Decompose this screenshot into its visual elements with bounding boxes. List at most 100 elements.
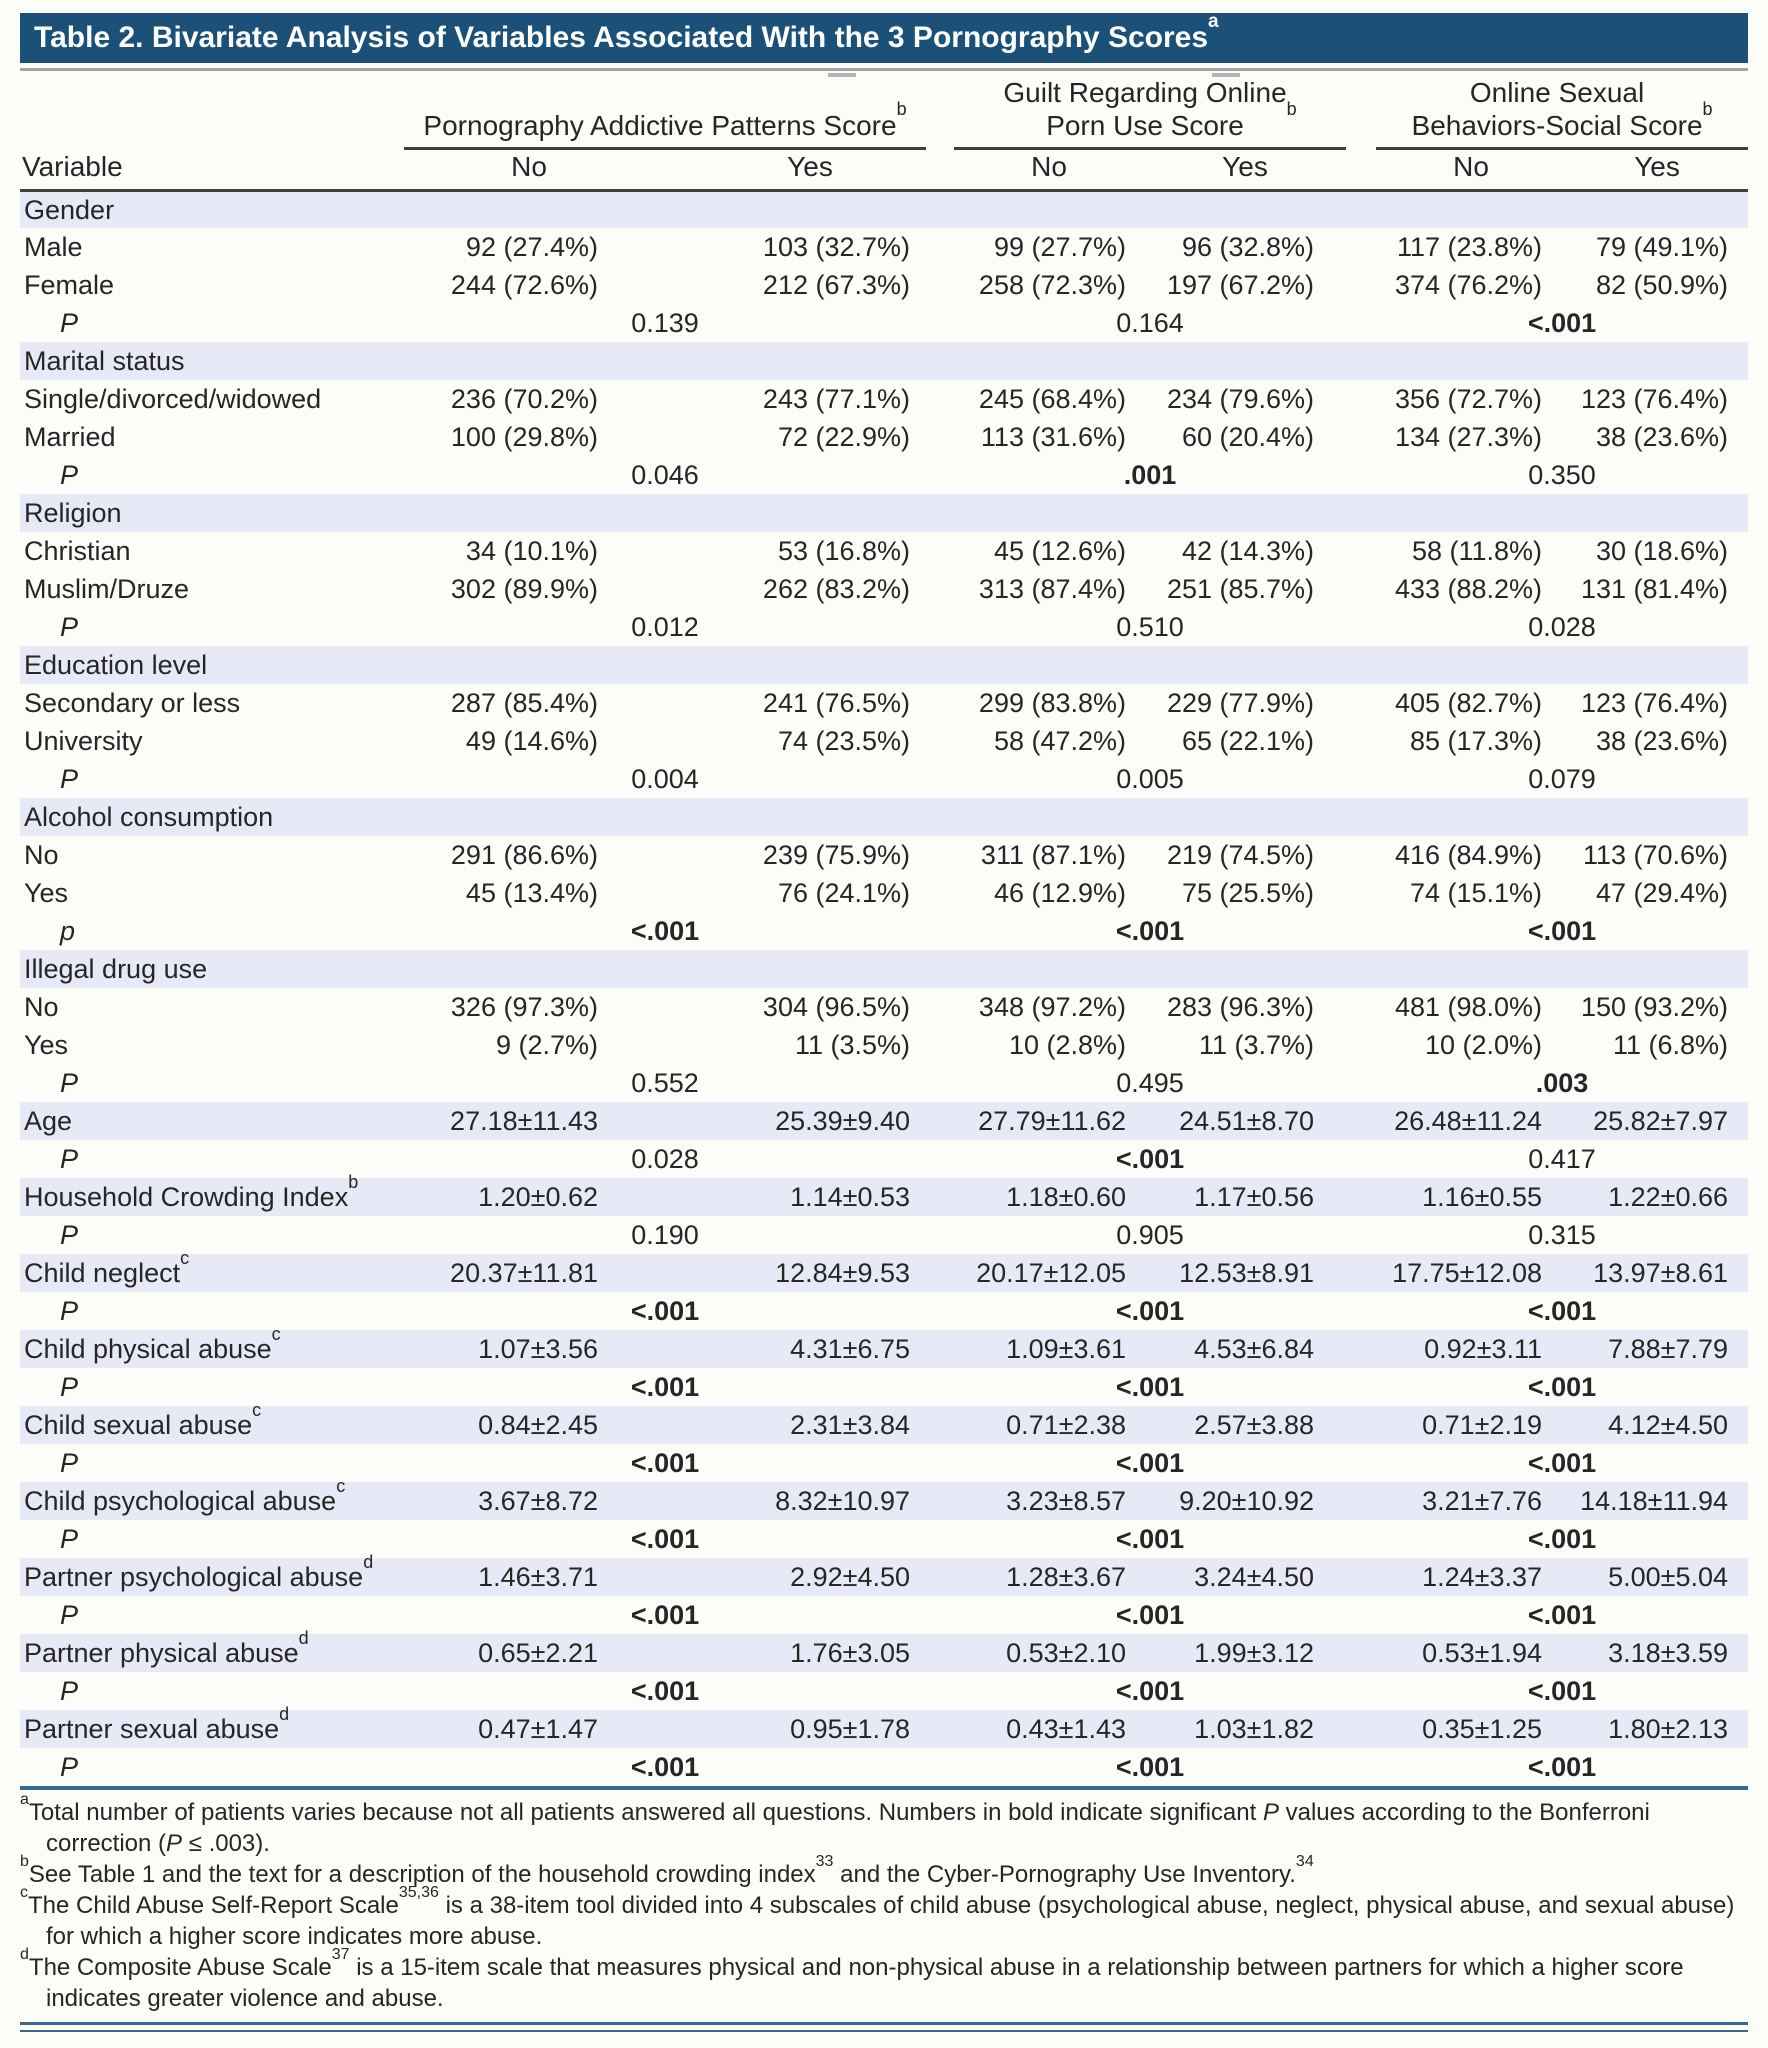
value-cell: 11 (3.5%) [794,1030,911,1060]
category-row: Married 100 (29.8%) 72 (22.9%) 113 (31.6%) 6… [20,418,1748,456]
label-sup: c [271,1324,281,1344]
table-bottom-rule [20,1786,1748,1790]
value-cell: 2.31±3.84 [614,1406,927,1444]
section-header-row: Alcohol consumption [20,798,1749,836]
value-cell: 58 (11.8%) [1411,536,1543,566]
value-cell: 348 (97.2%) [978,992,1127,1022]
label-text: Partner physical abuse [24,1638,299,1668]
footnote-text: P [1262,1799,1279,1826]
label-text: Single/divorced/widowed [24,384,322,414]
column-gap [1346,456,1376,494]
value-cell: 14.18±11.94 [1566,1482,1749,1520]
column-gap [926,418,954,456]
p-value: <.001 [630,1600,700,1630]
table-title-bar: Table 2. Bivariate Analysis of Variables… [20,11,1748,63]
section-header-row: Child sexual abusec 0.84±2.45 2.31±3.84 0.7… [20,1401,1749,1444]
value-cell: 4.53±6.84 [1144,1330,1347,1368]
value-cell: 65 (22.1%) [1181,726,1315,756]
corner-cell [20,74,404,148]
value-cell: 2.57±3.88 [1144,1406,1347,1444]
column-gap [926,1140,954,1178]
p-value-row: P <.001 <.001 <.001 [20,1596,1748,1634]
label-text: Gender [24,194,115,225]
value-cell: 326 (97.3%) [450,992,598,1022]
column-gap [926,532,954,570]
category-row: No 291 (86.6%) 239 (75.9%) 311 (87.1%) 219 (… [20,836,1748,874]
footnote-sup: d [20,1946,29,1963]
column-gap [926,1558,955,1596]
value-cell: 96 (32.8%) [1181,232,1315,262]
footnote-text: See Table 1 and the text for a descripti… [28,1861,816,1888]
value-cell: 10 (2.0%) [1424,1030,1543,1060]
column-gap [1346,1406,1377,1444]
value-cell: 20.37±11.81 [404,1254,614,1292]
value-cell: 356 (72.7%) [1394,384,1543,414]
p-value: <.001 [630,916,700,946]
footnote-text: The Child Abuse Self-Report Scale [28,1892,399,1919]
p-value: 0.905 [1116,1220,1184,1250]
footnote-sup: a [20,1791,29,1808]
category-row: Single/divorced/widowed 236 (70.2%) 243 (7… [20,380,1748,418]
p-value: 0.190 [631,1220,699,1250]
value-cell: 42 (14.3%) [1181,536,1315,566]
column-gap [926,266,954,304]
value-cell: 0.92±3.11 [1376,1330,1567,1368]
section-header-row: Marital status [20,342,1749,380]
column-gap [1346,1444,1376,1482]
footnote: cThe Child Abuse Self-Report Scale35,36 … [20,1885,1748,1952]
value-cell: 245 (68.4%) [978,384,1127,414]
col-header-pap-yes: Yes [614,148,927,192]
column-gap [926,874,954,912]
p-value-row: P <.001 <.001 <.001 [20,1292,1748,1330]
value-cell: 92 (27.4%) [465,232,598,262]
p-value: 0.139 [631,308,699,338]
column-gap [926,1292,954,1330]
label-sup: d [279,1704,290,1724]
footnote-text: The Composite Abuse Scale [28,1954,332,1981]
value-cell: 38 (23.6%) [1595,726,1729,756]
value-cell: 1.16±0.55 [1376,1178,1567,1216]
value-cell: 20.17±12.05 [954,1254,1145,1292]
section-header-row: Partner physical abused 0.65±2.21 1.76±3.0… [20,1629,1749,1672]
p-label: P [60,612,79,642]
p-value: <.001 [1527,1752,1597,1782]
p-value: 0.079 [1528,764,1596,794]
value-cell: 131 (81.4%) [1580,574,1729,604]
label-text: Yes [24,1030,69,1060]
p-value: <.001 [1115,1524,1185,1554]
section-header-row: Religion [20,494,1749,532]
value-cell: 244 (72.6%) [450,270,598,300]
label-text: Child neglect [24,1258,181,1288]
value-cell: 5.00±5.04 [1566,1558,1749,1596]
value-cell: 38 (23.6%) [1595,422,1729,452]
group-header-row: Pornography Addictive Patterns Scoreb Gu… [20,74,1749,150]
value-cell: 58 (47.2%) [993,726,1127,756]
label-text: Education level [24,650,208,680]
column-gap [1346,1634,1377,1672]
value-cell: 0.43±1.43 [954,1710,1145,1748]
value-cell: 85 (17.3%) [1409,726,1543,756]
category-row: Male 92 (27.4%) 103 (32.7%) 99 (27.7%) 96 (3… [20,228,1748,266]
section-label: Marital status [20,342,1749,380]
section-label: Household Crowding Indexb [20,1173,404,1216]
column-gap [1346,304,1376,342]
column-gap [926,228,954,266]
group-label-pap: Pornography Addictive Patterns Score [423,109,897,141]
scan-artifact-dash [828,73,856,77]
value-cell: 45 (12.6%) [993,536,1127,566]
section-header-row: Gender [20,190,1749,228]
p-value: 0.164 [1116,308,1184,338]
footnote-text: values according to the Bonferroni corre… [46,1799,1650,1857]
p-value: <.001 [1115,1372,1185,1402]
value-cell: 313 (87.4%) [978,574,1127,604]
value-cell: 236 (70.2%) [450,384,598,414]
p-value: 0.495 [1116,1068,1184,1098]
column-gap [1346,418,1376,456]
value-cell: 433 (88.2%) [1394,574,1543,604]
p-value-row: P 0.552 0.495 .003 [20,1064,1748,1102]
table-title-sup: a [1208,11,1219,32]
value-cell: 7.88±7.79 [1566,1330,1749,1368]
value-cell: 1.22±0.66 [1566,1178,1749,1216]
column-gap [1346,1254,1377,1292]
column-group-pap: Pornography Addictive Patterns Scoreb [404,74,927,150]
